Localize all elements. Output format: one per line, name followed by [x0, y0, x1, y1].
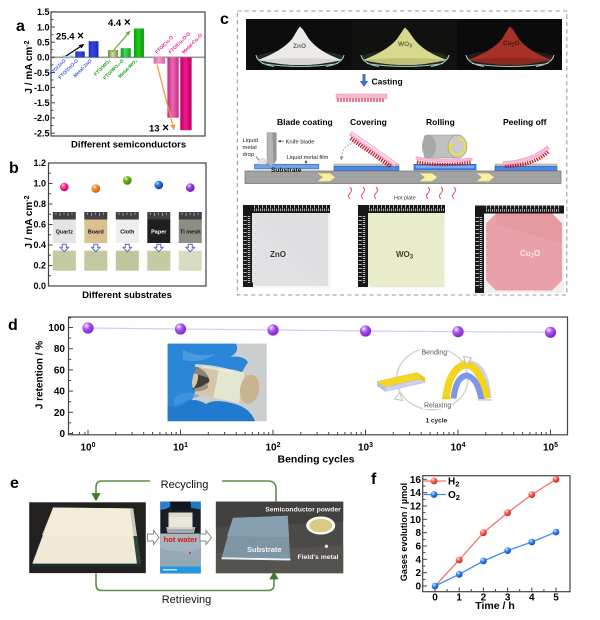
svg-text:1 cycle: 1 cycle [426, 418, 448, 425]
svg-text:0.4: 0.4 [33, 240, 46, 250]
svg-text:Bending cycles: Bending cycles [277, 454, 354, 466]
svg-text:16: 16 [410, 475, 422, 486]
svg-text:Board: Board [88, 230, 104, 236]
svg-text:Quartz: Quartz [56, 230, 74, 236]
svg-text:12: 12 [410, 502, 422, 513]
svg-text:f: f [371, 471, 377, 488]
svg-text:Gases evolution / µmol: Gases evolution / µmol [399, 483, 409, 581]
svg-text:10: 10 [410, 515, 422, 526]
svg-text:Cu2O: Cu2O [503, 40, 520, 49]
svg-text:Substrate: Substrate [247, 545, 282, 554]
svg-text:60: 60 [54, 365, 66, 376]
svg-text:Ti mesh: Ti mesh [180, 230, 201, 236]
svg-text:hot water: hot water [164, 535, 198, 544]
svg-text:6: 6 [415, 542, 421, 553]
svg-text:Peeling off: Peeling off [503, 117, 547, 127]
svg-text:Retrieving: Retrieving [162, 594, 212, 606]
svg-text:Cu2O: Cu2O [520, 249, 540, 260]
svg-text:J retention / %: J retention / % [35, 341, 46, 409]
svg-text:14: 14 [410, 488, 422, 499]
svg-text:Blade coating: Blade coating [277, 117, 333, 127]
svg-text:Liquid metal film: Liquid metal film [287, 155, 329, 161]
svg-text:Hot plate: Hot plate [394, 196, 416, 202]
svg-text:-1.5: -1.5 [34, 98, 50, 108]
svg-text:0.0: 0.0 [37, 53, 50, 63]
svg-text:Recycling: Recycling [161, 479, 209, 491]
svg-text:-2.5: -2.5 [34, 128, 50, 138]
svg-text:80: 80 [54, 344, 66, 355]
svg-text:Paper: Paper [151, 230, 167, 236]
svg-text:Liquid: Liquid [243, 138, 258, 144]
svg-text:■ ─: ■ ─ [189, 551, 195, 555]
svg-text:105: 105 [543, 442, 558, 454]
svg-text:103: 103 [358, 442, 373, 454]
svg-text:Covering: Covering [350, 117, 387, 127]
svg-text:8: 8 [415, 528, 421, 539]
svg-text:13 ×: 13 × [149, 123, 169, 135]
svg-text:Semiconductor powder: Semiconductor powder [265, 507, 341, 514]
svg-text:100: 100 [48, 323, 65, 334]
svg-text:drop: drop [243, 152, 255, 158]
svg-text:Knife blade: Knife blade [286, 140, 315, 146]
svg-text:metal: metal [243, 145, 257, 151]
svg-text:2: 2 [481, 593, 487, 604]
svg-text:b: b [9, 160, 19, 177]
svg-text:Field's metal: Field's metal [298, 554, 339, 561]
svg-text:O2: O2 [448, 490, 460, 502]
svg-text:4.4 ×: 4.4 × [108, 17, 131, 29]
svg-text:0: 0 [432, 593, 438, 604]
svg-text:0: 0 [59, 429, 65, 440]
svg-text:-0.5: -0.5 [34, 68, 50, 78]
svg-text:J / mA cm-2: J / mA cm-2 [24, 195, 35, 248]
svg-text:0.2: 0.2 [33, 261, 46, 271]
svg-text:0.0: 0.0 [33, 281, 46, 291]
svg-text:3: 3 [505, 593, 511, 604]
svg-text:-1.0: -1.0 [34, 83, 50, 93]
svg-text:102: 102 [265, 442, 280, 454]
svg-text:1.0: 1.0 [33, 179, 46, 189]
svg-text:1.2: 1.2 [33, 158, 46, 168]
svg-text:Casting: Casting [372, 77, 403, 87]
svg-text:d: d [8, 317, 18, 334]
svg-text:0.5: 0.5 [37, 38, 50, 48]
svg-text:WO3: WO3 [396, 250, 414, 261]
svg-text:a: a [16, 18, 25, 35]
svg-text:1.5: 1.5 [37, 7, 50, 17]
svg-text:101: 101 [173, 442, 188, 454]
svg-text:J / mA cm-2: J / mA cm-2 [24, 40, 35, 93]
svg-text:Rolling: Rolling [426, 117, 455, 127]
svg-text:4: 4 [529, 593, 535, 604]
svg-text:0.8: 0.8 [33, 199, 46, 209]
svg-text:20: 20 [54, 408, 66, 419]
svg-text:1.0: 1.0 [37, 22, 50, 32]
svg-text:e: e [10, 475, 19, 492]
svg-text:Substrate: Substrate [271, 167, 302, 174]
svg-text:0.6: 0.6 [33, 220, 46, 230]
svg-text:WO3: WO3 [398, 41, 412, 50]
svg-text:40: 40 [54, 387, 66, 398]
svg-text:c: c [220, 11, 229, 28]
svg-text:Different semiconductors: Different semiconductors [71, 140, 186, 151]
svg-text:-2.0: -2.0 [34, 113, 50, 123]
svg-text:1: 1 [456, 593, 462, 604]
svg-text:5: 5 [553, 593, 559, 604]
svg-text:Bending: Bending [422, 350, 448, 357]
svg-text:ZnO: ZnO [293, 43, 306, 50]
svg-text:25.4 ×: 25.4 × [56, 31, 84, 43]
svg-text:100: 100 [80, 442, 95, 454]
svg-text:Cloth: Cloth [120, 230, 135, 236]
svg-text:4: 4 [415, 555, 421, 566]
svg-text:Relaxing: Relaxing [424, 403, 451, 410]
svg-text:104: 104 [450, 442, 465, 454]
svg-text:H2: H2 [448, 477, 459, 489]
svg-text:Different substrates: Different substrates [82, 290, 172, 301]
svg-text:2: 2 [415, 568, 421, 579]
svg-text:Time / h: Time / h [475, 600, 514, 612]
svg-text:0: 0 [415, 582, 421, 593]
svg-text:ZnO: ZnO [270, 250, 286, 259]
